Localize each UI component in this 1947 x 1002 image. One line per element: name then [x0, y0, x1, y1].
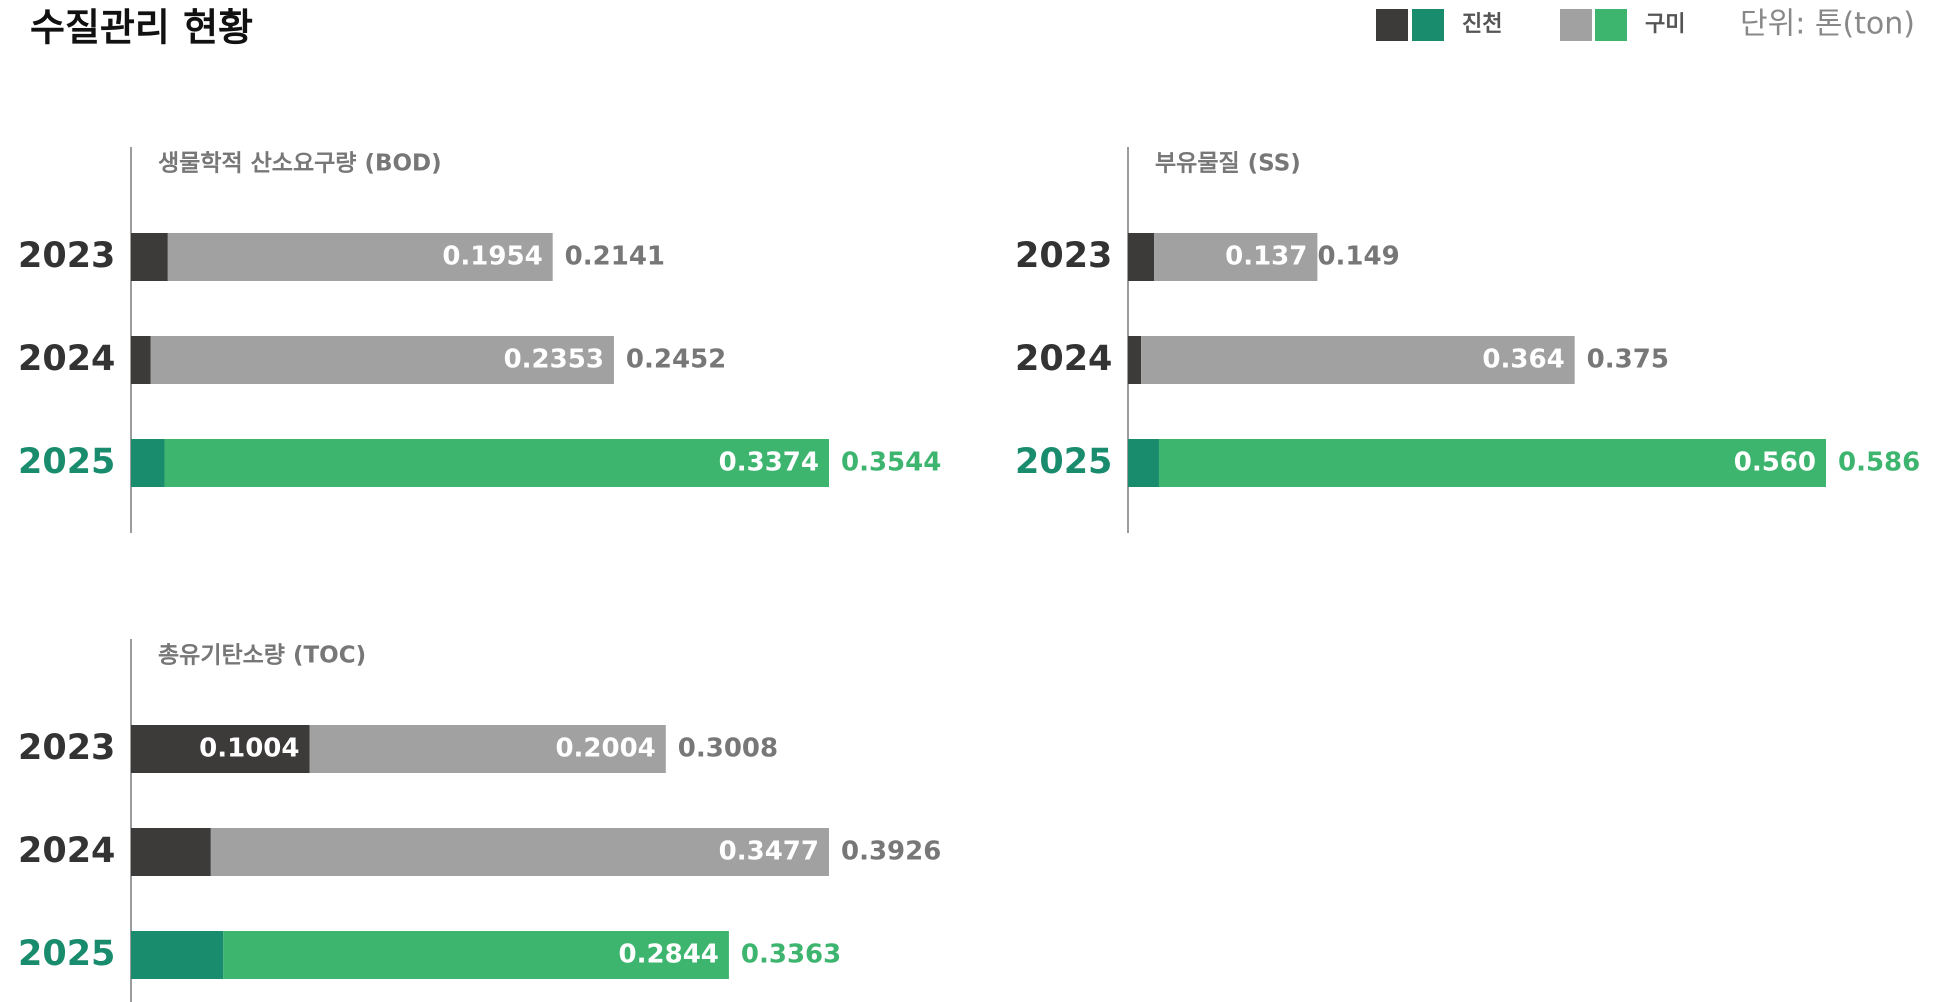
legend-swatch: [1412, 9, 1444, 41]
y-tick-label: 2023: [18, 236, 115, 276]
chart-title: 부유물질 (SS): [1155, 151, 1301, 177]
chart-title: 생물학적 산소요구량 (BOD): [158, 151, 442, 177]
value-label: 0.2004: [555, 734, 655, 764]
bar-segment: [1128, 233, 1155, 281]
bar-segment: [1128, 336, 1142, 384]
legend-label: 진천: [1462, 12, 1502, 37]
value-label: 0.1004: [199, 734, 299, 764]
bar-segment: [1158, 439, 1826, 487]
bar-segment: [1141, 336, 1575, 384]
total-label: 0.3544: [841, 448, 941, 478]
y-tick-label: 2024: [18, 339, 115, 379]
value-label: 0.2844: [619, 940, 719, 970]
value-label: 0.364: [1482, 345, 1564, 375]
legend: 진천 구미 단위: 톤(ton): [1376, 7, 1915, 42]
value-label: 0.1954: [442, 242, 542, 272]
legend-swatch: [1595, 9, 1627, 41]
bar-segment: [131, 931, 224, 979]
legend-swatch: [1560, 9, 1592, 41]
legend-swatch: [1376, 9, 1408, 41]
bar-segment: [131, 828, 211, 876]
chart-title: 총유기탄소량 (TOC): [158, 643, 366, 669]
total-label: 0.2452: [626, 345, 726, 375]
bar-segment: [167, 233, 553, 281]
y-tick-label: 2025: [1015, 442, 1112, 482]
value-label: 0.560: [1734, 448, 1816, 478]
bar-segment: [131, 439, 165, 487]
total-label: 0.3363: [741, 940, 841, 970]
bar-segment: [164, 439, 830, 487]
total-label: 0.586: [1838, 448, 1920, 478]
bar-segment: [150, 336, 614, 384]
bar-segment: [210, 828, 830, 876]
page-title: 수질관리 현황: [30, 6, 253, 50]
bar-segment: [131, 336, 151, 384]
unit-label: 단위: 톤(ton): [1740, 7, 1915, 42]
bar-segment: [1154, 233, 1318, 281]
bar-segment: [131, 233, 168, 281]
total-label: 0.149: [1317, 242, 1399, 272]
total-label: 0.3008: [678, 734, 778, 764]
bar-segment: [309, 725, 666, 773]
bar-segment: [223, 931, 729, 979]
y-tick-label: 2024: [1015, 339, 1112, 379]
value-label: 0.3374: [719, 448, 819, 478]
total-label: 0.2141: [565, 242, 665, 272]
y-tick-label: 2025: [18, 442, 115, 482]
y-tick-label: 2023: [18, 728, 115, 768]
y-tick-label: 2025: [18, 934, 115, 974]
value-label: 0.3477: [719, 837, 819, 867]
value-label: 0.137: [1225, 242, 1307, 272]
bar-segment: [131, 725, 310, 773]
y-tick-label: 2023: [1015, 236, 1112, 276]
legend-label: 구미: [1645, 12, 1685, 37]
total-label: 0.375: [1587, 345, 1669, 375]
bar-segment: [1128, 439, 1159, 487]
total-label: 0.3926: [841, 837, 941, 867]
value-label: 0.2353: [504, 345, 604, 375]
y-tick-label: 2024: [18, 831, 115, 871]
